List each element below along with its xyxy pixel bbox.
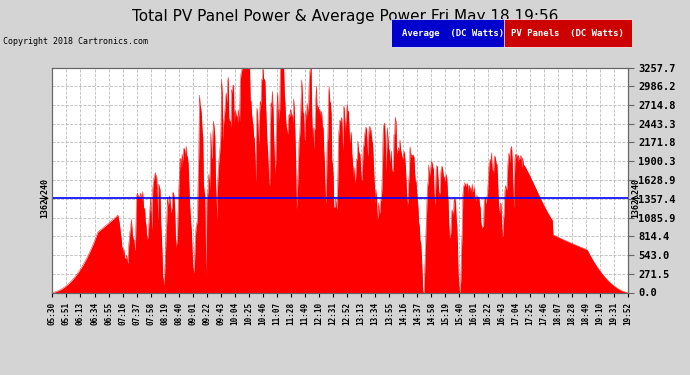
Text: Total PV Panel Power & Average Power Fri May 18 19:56: Total PV Panel Power & Average Power Fri… — [132, 9, 558, 24]
Text: Copyright 2018 Cartronics.com: Copyright 2018 Cartronics.com — [3, 38, 148, 46]
Text: PV Panels  (DC Watts): PV Panels (DC Watts) — [511, 28, 624, 38]
Text: 1362.240: 1362.240 — [631, 178, 640, 218]
Text: 1362.240: 1362.240 — [40, 178, 49, 218]
Text: Average  (DC Watts): Average (DC Watts) — [402, 28, 504, 38]
